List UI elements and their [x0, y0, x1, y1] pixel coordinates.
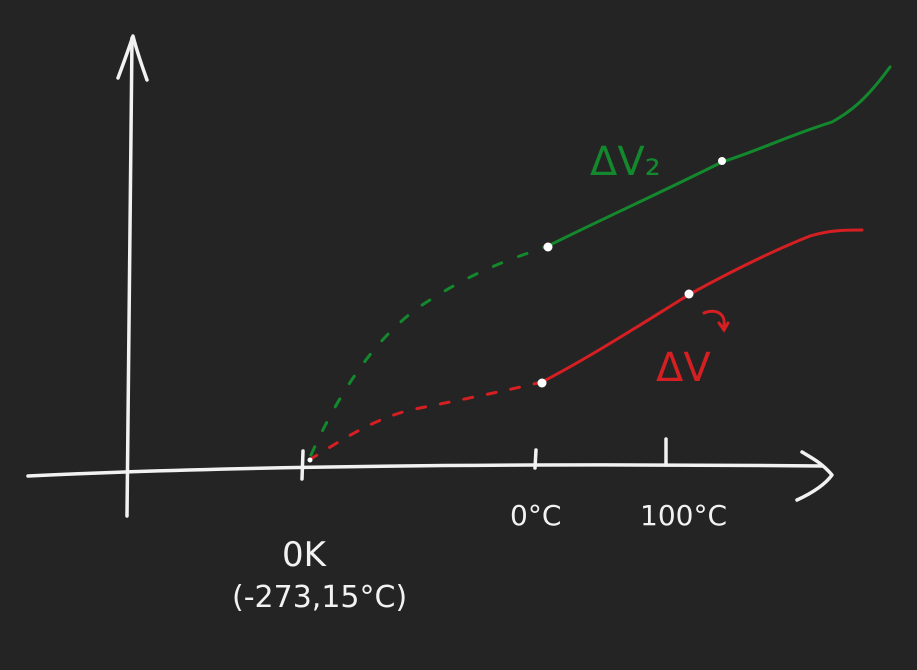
axes [26, 34, 834, 518]
series-lower-measured [540, 228, 864, 384]
upper-curve-label: ΔV₂ [590, 139, 661, 185]
tick-label-hundred-celsius: 100°C [640, 499, 727, 532]
series-upper [309, 65, 892, 457]
x-axis-line [26, 463, 824, 478]
series-lower-extrapolation [307, 380, 544, 462]
series-upper-measured [546, 65, 892, 248]
tick-origin [300, 449, 305, 481]
tick-zero-celsius [533, 448, 538, 470]
series-lower [307, 228, 864, 462]
point-upper-zero-celsius [543, 242, 553, 252]
lower-curve-label: ΔV [656, 345, 711, 391]
series-upper-extrapolation [309, 244, 550, 457]
point-origin [307, 457, 313, 463]
data-points [307, 157, 726, 463]
lower-curve-annotation-arrow [702, 309, 730, 333]
y-axis-line [125, 36, 134, 518]
point-lower-hundred-celsius [684, 289, 694, 299]
y-axis-arrowhead [116, 34, 149, 82]
origin-label: 0K [282, 535, 328, 575]
origin-celsius-label: (-273,15°C) [232, 580, 407, 615]
point-upper-hundred-celsius [718, 157, 726, 165]
tick-label-zero-celsius: 0°C [510, 499, 561, 532]
x-axis-arrowhead [795, 450, 834, 502]
point-lower-zero-celsius [537, 378, 547, 388]
